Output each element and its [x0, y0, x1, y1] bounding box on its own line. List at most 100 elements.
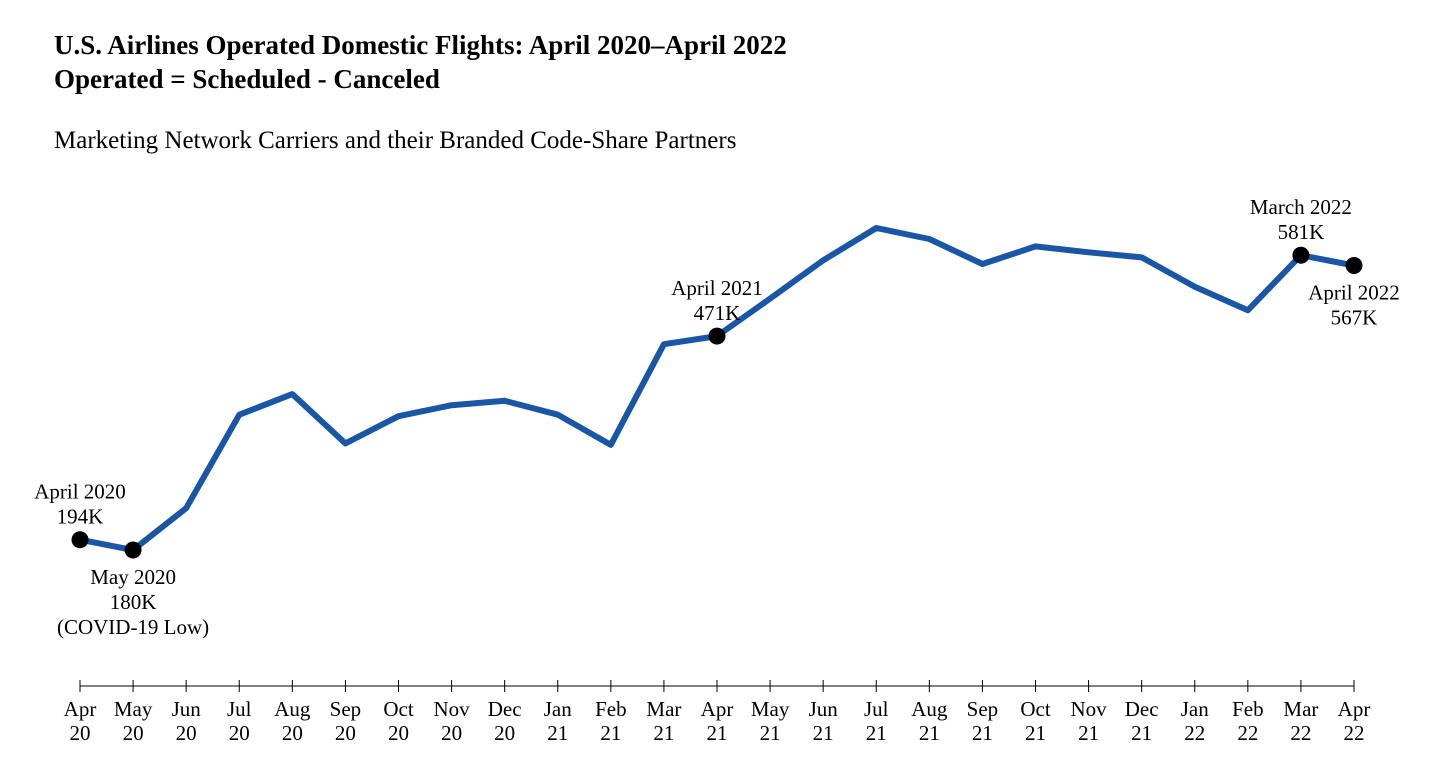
x-tick-label: Jan 22 [1181, 697, 1209, 745]
x-tick-label-month: Nov [1070, 697, 1107, 721]
annotation-line: April 2021 [671, 276, 763, 300]
x-tick-label-month: Oct [383, 697, 413, 721]
x-tick-label-month: May [114, 697, 153, 721]
x-tick-label-month: Aug [274, 697, 311, 721]
x-tick-label-year: 22 [1344, 721, 1365, 745]
x-tick-label-year: 20 [176, 721, 197, 745]
x-tick-label-month: Aug [911, 697, 948, 721]
x-tick-label: Sep 20 [330, 697, 362, 745]
x-tick-label-month: Feb [595, 697, 627, 721]
x-tick-label-year: 22 [1290, 721, 1311, 745]
x-tick-label-year: 20 [70, 721, 91, 745]
point-annotation: April 2021 471K [671, 276, 763, 325]
x-tick-label: Feb 21 [595, 697, 627, 745]
x-tick-label-year: 20 [335, 721, 356, 745]
chart-title-formula: Operated = Scheduled - Canceled [54, 64, 440, 94]
annotation-line: 567K [1331, 305, 1378, 329]
x-tick-label: May 21 [751, 697, 790, 745]
x-tick-label-month: Jun [809, 697, 839, 721]
x-tick-label: Mar 21 [646, 697, 681, 745]
x-tick-label: Jan 21 [544, 697, 572, 745]
x-tick-label: May 20 [114, 697, 153, 745]
x-tick-label: Dec 21 [1125, 697, 1159, 745]
x-tick-label-year: 21 [600, 721, 621, 745]
x-tick-label-month: Jul [864, 697, 889, 721]
x-tick-label-year: 21 [813, 721, 834, 745]
x-tick-label-month: Dec [1125, 697, 1159, 721]
x-tick-label: Aug 21 [911, 697, 948, 745]
x-tick-label-month: Apr [1338, 697, 1371, 721]
data-point-marker [124, 541, 142, 559]
annotation-line: 581K [1278, 220, 1325, 244]
annotation-line: April 2022 [1308, 280, 1400, 304]
x-tick-label: Sep 21 [967, 697, 999, 745]
x-tick-label-month: Apr [701, 697, 734, 721]
x-tick-label: Mar 22 [1283, 697, 1318, 745]
x-tick-label: Nov 21 [1070, 697, 1107, 745]
x-tick-label-month: Mar [646, 697, 681, 721]
x-tick-label-month: May [751, 697, 790, 721]
x-tick-label-month: Nov [433, 697, 470, 721]
chart-subtitle: Marketing Network Carriers and their Bra… [54, 127, 737, 154]
data-point-marker [1292, 246, 1310, 264]
x-tick-label: Nov 20 [433, 697, 470, 745]
x-tick-label-month: Dec [488, 697, 522, 721]
x-tick-label: Dec 20 [488, 697, 522, 745]
x-tick-label: Jul 20 [227, 697, 252, 745]
annotation-line: March 2022 [1250, 195, 1352, 219]
x-tick-label-month: Sep [967, 697, 999, 721]
point-annotation: April 2022 567K [1308, 280, 1400, 329]
x-tick-label: Oct 21 [1020, 697, 1050, 745]
annotation-line: April 2020 [34, 480, 126, 504]
x-tick-label-year: 21 [760, 721, 781, 745]
x-tick-label-year: 21 [866, 721, 887, 745]
x-tick-label-year: 21 [653, 721, 674, 745]
annotation-line: 180K [110, 590, 157, 614]
x-tick-label-month: Mar [1283, 697, 1318, 721]
x-tick-label-year: 20 [388, 721, 409, 745]
x-tick-label: Jun 20 [172, 697, 202, 745]
x-tick-label-month: Jun [172, 697, 202, 721]
x-tick-label-month: Feb [1232, 697, 1264, 721]
x-tick-label-year: 21 [1131, 721, 1152, 745]
x-tick-label-year: 21 [1025, 721, 1046, 745]
x-tick-label-year: 20 [494, 721, 515, 745]
x-tick-label-year: 21 [547, 721, 568, 745]
x-tick-label: Apr 22 [1338, 697, 1371, 745]
point-annotation: April 2020 194K [34, 480, 126, 529]
x-tick-label: Jul 21 [864, 697, 889, 745]
annotation-line: (COVID-19 Low) [57, 615, 209, 639]
x-tick-label-year: 22 [1237, 721, 1258, 745]
x-tick-label-year: 20 [229, 721, 250, 745]
x-tick-label: Apr 20 [64, 697, 97, 745]
x-tick-label: Oct 20 [383, 697, 413, 745]
annotation-line: 471K [694, 301, 741, 325]
annotation-line: May 2020 [90, 565, 176, 589]
x-tick-label-year: 22 [1184, 721, 1205, 745]
x-tick-label: Apr 21 [701, 697, 734, 745]
x-tick-label-year: 20 [123, 721, 144, 745]
x-tick-label-year: 20 [282, 721, 303, 745]
x-tick-label-month: Apr [64, 697, 97, 721]
point-annotation: March 2022 581K [1250, 195, 1352, 244]
x-tick-label-year: 21 [972, 721, 993, 745]
x-tick-label: Jun 21 [809, 697, 839, 745]
x-tick-label-month: Sep [330, 697, 362, 721]
x-tick-label: Aug 20 [274, 697, 311, 745]
annotation-line: 194K [57, 505, 104, 529]
x-tick-label-year: 21 [919, 721, 940, 745]
data-point-marker [71, 531, 89, 549]
x-tick-label: Feb 22 [1232, 697, 1264, 745]
data-point-marker [708, 327, 726, 345]
x-tick-label-month: Jan [544, 697, 572, 721]
x-tick-label-month: Jul [227, 697, 252, 721]
x-tick-label-year: 21 [1078, 721, 1099, 745]
x-tick-label-month: Jan [1181, 697, 1209, 721]
data-point-marker [1345, 256, 1363, 274]
x-tick-label-month: Oct [1020, 697, 1050, 721]
point-annotation: May 2020 180K (COVID-19 Low) [57, 565, 209, 639]
chart-title-block: U.S. Airlines Operated Domestic Flights:… [54, 28, 787, 96]
x-tick-label-year: 20 [441, 721, 462, 745]
x-tick-label-year: 21 [707, 721, 728, 745]
